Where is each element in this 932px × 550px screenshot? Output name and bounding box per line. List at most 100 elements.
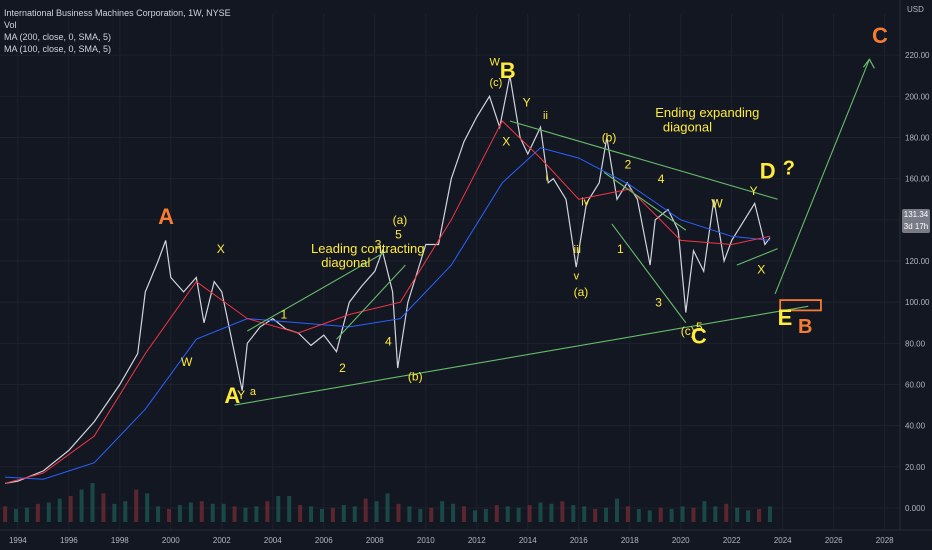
volume-bar <box>79 489 84 522</box>
y-tick-label: 80.00 <box>905 339 926 348</box>
x-tick-label: 2014 <box>519 536 537 545</box>
x-tick-label: 2028 <box>876 536 894 545</box>
wave-label: 5 <box>696 320 703 334</box>
volume-bar <box>210 503 215 522</box>
wave-label: B <box>798 316 812 338</box>
chart-header: International Business Machines Corporat… <box>4 7 231 55</box>
trendline <box>336 264 406 340</box>
volume-bar <box>330 507 335 522</box>
wave-label: diagonal <box>663 119 712 134</box>
volume-bar <box>625 506 630 522</box>
volume-bar <box>582 506 587 522</box>
wave-label: 3 <box>375 238 382 252</box>
x-tick-label: 1998 <box>111 536 129 545</box>
volume-bar <box>702 501 707 522</box>
volume-bar <box>746 510 751 522</box>
volume-bar <box>658 507 663 522</box>
volume-bar <box>757 509 762 522</box>
wave-label: A <box>224 383 240 408</box>
volume-legend[interactable]: Vol <box>4 20 17 30</box>
volume-bar <box>472 510 477 522</box>
x-tick-label: 2026 <box>825 536 843 545</box>
y-tick-label: 40.00 <box>905 422 926 431</box>
x-tick-label: 2018 <box>621 536 639 545</box>
volume-bar <box>14 509 19 522</box>
volume-bar <box>724 503 729 522</box>
volume-bar <box>309 506 314 522</box>
x-tick-label: 2006 <box>315 536 333 545</box>
wave-label: W <box>181 355 193 369</box>
x-tick-label: 1994 <box>9 536 27 545</box>
trendline <box>736 248 778 266</box>
volume-bar <box>614 498 619 522</box>
x-tick-label: 2016 <box>570 536 588 545</box>
wave-label: B <box>500 58 516 83</box>
symbol-title[interactable]: International Business Machines Corporat… <box>4 8 231 18</box>
y-tick-label: 100.00 <box>905 298 930 307</box>
volume-bar <box>341 505 346 522</box>
wave-label: ii <box>543 110 548 122</box>
wave-label: Y <box>523 96 531 110</box>
volume-bar <box>35 503 40 522</box>
volume-bar <box>46 502 51 522</box>
trendline <box>611 223 687 324</box>
wave-label: X <box>502 135 510 149</box>
volume-bar <box>538 502 543 522</box>
y-tick-label: 160.00 <box>905 175 930 184</box>
volume-bar <box>101 493 106 522</box>
wave-label: A <box>158 204 174 229</box>
wave-label: 1 <box>280 308 287 322</box>
wave-label: 3 <box>655 295 662 309</box>
y-tick-label: 200.00 <box>905 92 930 101</box>
volume-bar <box>418 509 423 522</box>
bar-countdown: 3d 17h <box>903 222 929 231</box>
volume-bar <box>134 489 139 522</box>
ma-200-legend[interactable]: MA (200, close, 0, SMA, 5) <box>4 32 112 42</box>
x-tick-label: 2012 <box>468 536 486 545</box>
volume-bar <box>505 506 510 522</box>
y-tick-label: 220.00 <box>905 51 930 60</box>
volume-bar <box>374 501 379 522</box>
x-tick-label: 1996 <box>60 536 78 545</box>
wave-label: Y <box>237 388 245 402</box>
volume-bar <box>57 498 62 522</box>
volume-bar <box>451 503 456 522</box>
volume-bar <box>483 509 488 522</box>
volume-bar <box>647 510 652 522</box>
ma-100-legend[interactable]: MA (100, close, 0, SMA, 5) <box>4 44 112 54</box>
x-tick-label: 2022 <box>723 536 741 545</box>
wave-label: W <box>711 196 723 210</box>
wave-label: X <box>757 262 765 276</box>
volume-bar <box>319 509 324 522</box>
volume-bar <box>276 496 281 522</box>
wave-label: iv <box>581 196 589 208</box>
arrow-head <box>862 58 875 69</box>
ma-series-line <box>5 147 771 480</box>
volume-bar <box>462 506 467 522</box>
volume-bar <box>221 503 226 522</box>
wave-label: (b) <box>602 131 617 145</box>
trendline <box>603 172 687 231</box>
volume-bar <box>24 507 29 522</box>
ma-series-line <box>4 120 771 484</box>
volume-bar <box>396 503 401 522</box>
volume-bar <box>243 507 248 522</box>
wave-label: 2 <box>625 157 632 171</box>
wave-label: Ending expanding <box>655 105 759 120</box>
volume-bar <box>691 507 696 522</box>
wave-label: (a) <box>393 213 408 227</box>
wave-label: diagonal <box>321 255 370 270</box>
y-tick-label: 120.00 <box>905 257 930 266</box>
volume-bar <box>199 501 204 522</box>
wave-label: ? <box>783 158 795 180</box>
wave-label: (a) <box>574 285 589 299</box>
volume-bar <box>593 509 598 522</box>
wave-label: E <box>778 305 793 330</box>
last-price-tag: 131.34 3d 17h <box>902 209 930 233</box>
volume-bar <box>494 505 499 522</box>
volume-bar <box>265 501 270 522</box>
volume-bar <box>232 506 237 522</box>
volume-bar <box>385 493 390 522</box>
wave-label: 5 <box>395 227 402 241</box>
